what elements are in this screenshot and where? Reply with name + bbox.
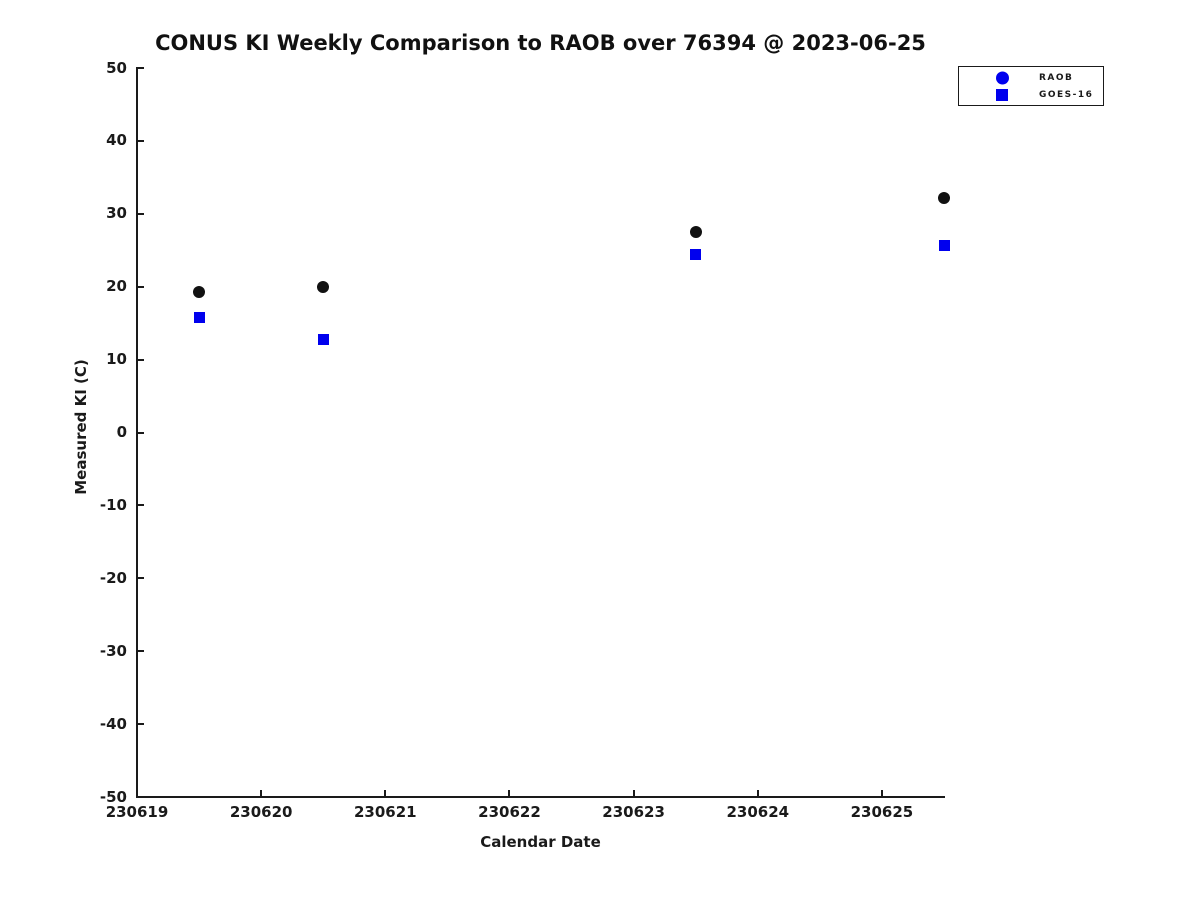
x-tick-mark — [384, 790, 387, 797]
y-tick-label: -30 — [99, 641, 127, 660]
x-tick-label: 230625 — [850, 803, 914, 821]
x-tick-mark — [508, 790, 511, 797]
x-tick-label: 230619 — [105, 803, 169, 821]
legend-label-raob: RAOB — [1039, 73, 1074, 83]
raob-circle-icon — [996, 71, 1009, 85]
goes16-square-icon — [996, 89, 1008, 101]
y-tick-mark — [137, 796, 144, 798]
raob-data-marker — [317, 280, 330, 293]
x-tick-label: 230621 — [353, 803, 417, 821]
x-tick-mark — [260, 790, 263, 797]
y-tick-mark — [137, 212, 144, 215]
y-tick-label: -20 — [99, 568, 127, 587]
y-tick-mark — [137, 577, 144, 580]
x-tick-label: 230624 — [726, 803, 790, 821]
y-tick-label: 30 — [106, 204, 127, 223]
goes-16-data-marker — [938, 240, 950, 252]
goes-16-data-marker — [317, 334, 329, 346]
legend-row-raob: RAOB — [959, 70, 1103, 86]
goes-16-data-marker — [690, 249, 702, 261]
y-tick-label: 10 — [106, 350, 127, 369]
x-tick-label: 230620 — [229, 803, 293, 821]
legend-row-goes16: GOES-16 — [959, 87, 1103, 103]
legend-label-goes16: GOES-16 — [1039, 90, 1094, 100]
y-axis-label: Measured KI (C) — [72, 359, 90, 495]
y-tick-mark — [137, 650, 144, 653]
y-tick-mark — [137, 67, 144, 69]
y-tick-label: -50 — [99, 787, 127, 806]
raob-data-marker — [193, 285, 206, 298]
y-tick-mark — [137, 431, 144, 434]
x-tick-mark — [880, 790, 883, 797]
x-tick-mark — [632, 790, 635, 797]
y-tick-label: -40 — [99, 714, 127, 733]
y-tick-mark — [137, 723, 144, 726]
y-tick-mark — [137, 139, 144, 142]
y-tick-label: -10 — [99, 495, 127, 514]
y-tick-label: 40 — [106, 131, 127, 150]
raob-data-marker — [938, 192, 950, 205]
x-axis-spine — [136, 796, 945, 798]
goes-16-data-marker — [193, 311, 205, 323]
x-tick-label: 230623 — [602, 803, 665, 821]
y-tick-label: 20 — [106, 277, 127, 296]
y-tick-label: 0 — [116, 423, 127, 441]
x-tick-mark — [136, 790, 138, 797]
x-axis-label: Calendar Date — [480, 833, 601, 851]
x-tick-label: 230622 — [478, 803, 541, 821]
chart-title: CONUS KI Weekly Comparison to RAOB over … — [155, 31, 926, 55]
y-tick-mark — [137, 285, 144, 288]
raob-data-marker — [689, 226, 702, 239]
y-tick-label: 50 — [106, 58, 127, 77]
legend-box: RAOB GOES-16 — [958, 66, 1104, 106]
x-tick-mark — [756, 790, 759, 797]
y-tick-mark — [137, 358, 144, 361]
y-tick-mark — [137, 504, 144, 507]
